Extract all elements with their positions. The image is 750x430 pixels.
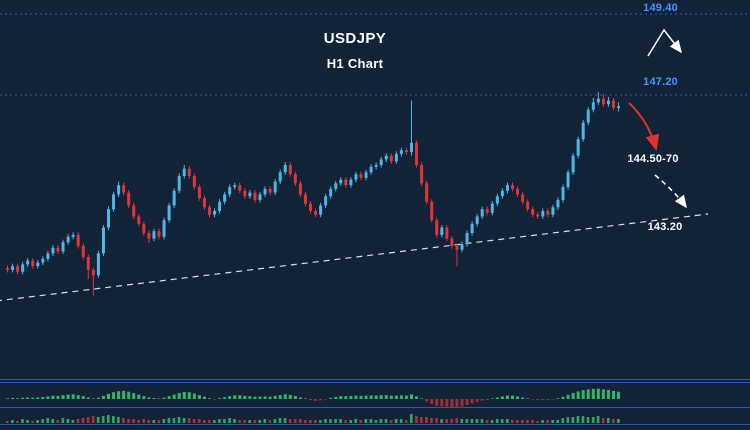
price-level-label-14940: 149.40 [643,2,678,14]
lower-target-label: 143.20 [647,221,683,233]
bearish-projection-arrow-icon [628,102,660,151]
target-zone-label: 144.50-70 [627,153,679,165]
chart-symbol-title: USDJPY [323,30,387,47]
price-level-label-14720: 147.20 [643,76,678,88]
chart-timeframe-subtitle: H1 Chart [326,56,384,71]
dashed-continuation-arrow-icon [654,174,687,209]
chart-dynamic-layer [0,13,750,425]
rejection-peak-arrow-icon [647,28,682,57]
